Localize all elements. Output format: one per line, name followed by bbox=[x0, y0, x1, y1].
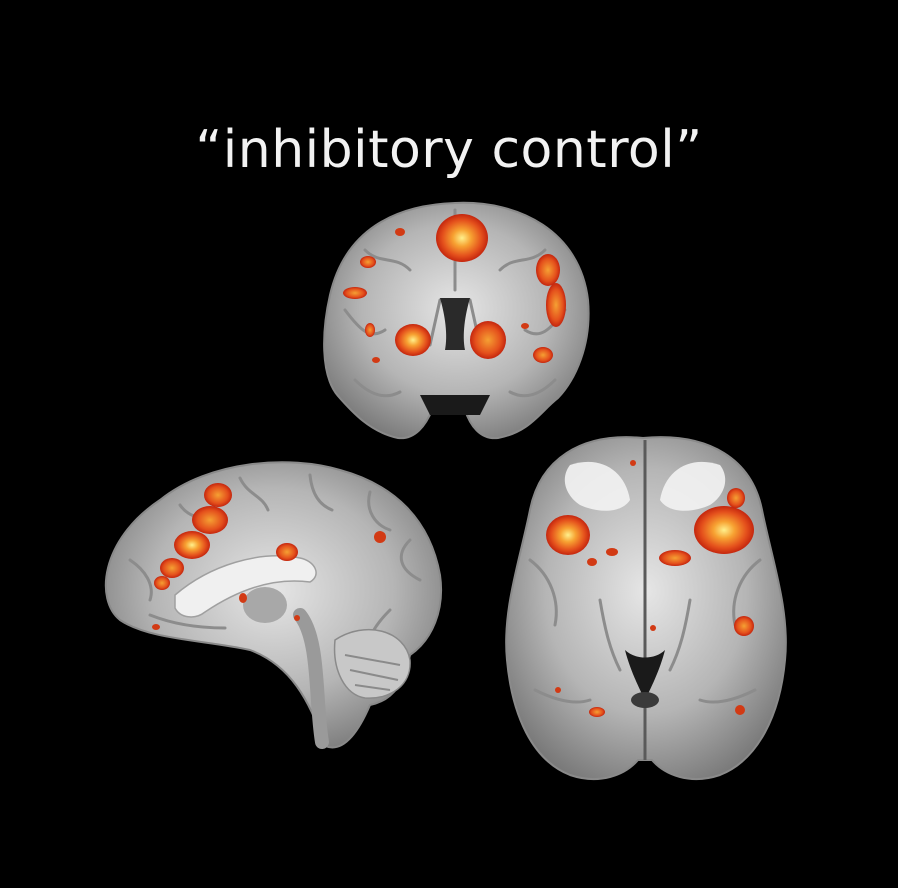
sagittal-activations bbox=[152, 483, 386, 630]
axial-slice bbox=[505, 436, 787, 780]
coronal-slice bbox=[323, 201, 590, 440]
sagittal-slice bbox=[104, 461, 442, 749]
coronal-activations bbox=[343, 214, 566, 363]
axial-activations bbox=[546, 460, 754, 717]
figure-title: “inhibitory control” bbox=[195, 120, 703, 180]
